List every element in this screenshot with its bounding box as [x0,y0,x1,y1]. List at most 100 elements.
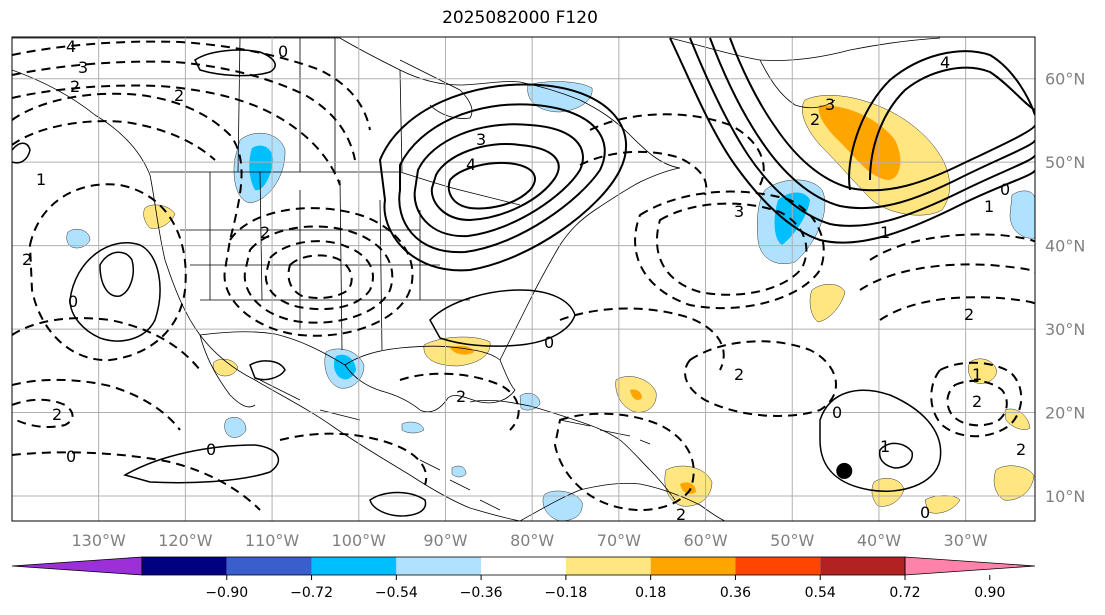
contour-solid [378,83,627,272]
contour-label: 0 [1000,180,1010,199]
map-frame [11,36,1036,522]
contour-dashed [12,451,261,511]
shade-positive [212,358,239,377]
colorbar-segment [226,557,312,575]
contour-label-layer: 4 3 2 0 3 4 3 2 1 0 2 0 0 2 0 0 2 1 2 1 … [22,37,1026,524]
contour-label: 0 [68,292,78,311]
contour-solid [869,66,1035,181]
contour-zero [123,444,280,484]
contour-label: 2 [70,77,80,96]
colorbar [11,556,1036,580]
colorbar-segment [396,557,482,575]
colorbar-tick-label: 0.72 [889,585,920,601]
contour-label: 1 [36,170,46,189]
contour-label: 3 [734,202,744,221]
contour-dashed [12,378,181,431]
lon-tick-label: 130°W [72,531,127,550]
contour-zero [99,251,134,297]
contour-label: 1 [984,197,994,216]
contour-dashed [553,412,695,511]
contour-dashed [579,150,708,196]
contour-label: 3 [78,58,88,77]
colorbar-tick-label: −0.72 [290,585,333,601]
contour-dashed [279,432,428,486]
shade-positive [871,478,905,507]
border-us-canada [150,171,521,206]
shade-positive [993,465,1035,501]
shade-negative [451,465,467,478]
shade-positive-core [450,345,474,355]
shade-positive-core [818,105,901,180]
contour-label: 2 [734,365,744,384]
shade-negative-core [249,145,274,191]
shade-negative [401,421,425,434]
contour-dashed [287,254,353,299]
shade-negative-core [333,354,356,380]
contour-zero [194,49,276,77]
contour-zero [878,442,914,469]
contour-label: 0 [544,333,554,352]
contour-label: 1 [880,437,890,456]
contour-dashed [12,92,243,241]
colorbar-tick-label: 0.54 [805,585,836,601]
lat-tick-label: 40°N [1045,237,1085,256]
lon-tick-label: 50°W [770,531,814,550]
contour-label: 2 [174,86,184,105]
contour-label: 3 [476,130,486,149]
colorbar-segment [735,557,821,575]
lat-tick-label: 20°N [1045,404,1085,423]
contour-dashed [634,190,825,310]
shade-negative [542,490,583,521]
contour-label: 2 [22,250,32,269]
colorbar-segment [481,557,566,575]
border-states-2 [180,229,470,301]
contour-dashed [264,240,374,311]
lon-tick-label: 30°W [944,531,988,550]
contour-solid [848,50,1035,191]
contour-solid [669,37,1035,244]
contour-solid [447,162,536,210]
shade-positive [1004,408,1031,430]
lat-tick-label: 10°N [1045,487,1085,506]
contour-dashed [12,60,356,161]
contour-label: 2 [1016,440,1026,459]
contour-dashed [946,379,1008,427]
lon-tick-labels: 130°W 120°W 110°W 100°W 90°W 80°W 70°W 6… [72,531,988,550]
shade-negative [519,393,541,411]
coastline-islands [559,419,651,445]
coastline-hudson [399,59,473,119]
colorbar-extend-high [904,556,1036,576]
coastline-caribbean [574,419,676,501]
colorbar-segment [820,557,905,575]
colorbar-tick-label: −0.90 [205,585,248,601]
contour-dashed [879,296,1035,321]
contour-label: 2 [52,405,62,424]
contour-dashed [589,113,765,186]
lon-tick-label: 40°W [857,531,901,550]
contour-solid [689,37,1035,227]
contour-label: 2 [676,505,686,524]
lat-tick-label: 30°N [1045,320,1085,339]
lon-tick-label: 80°W [510,531,554,550]
contour-label: 0 [278,42,288,61]
contour-layer [12,37,1035,517]
coastline-layer [12,37,941,521]
colorbar-tick-label: 0.18 [635,585,666,601]
border-mexico [259,379,361,421]
contour-zero [369,491,427,517]
contour-dashed [930,361,1023,438]
border-canada-prov [237,37,403,173]
contour-zero [12,142,31,164]
contour-label: 2 [456,387,466,406]
contour-zero [69,242,161,342]
contour-solid [398,103,606,254]
shade-negative [224,417,247,438]
colorbar-segment [565,557,651,575]
contour-dashed [223,207,414,337]
contour-dashed [655,202,808,296]
location-marker [836,462,853,479]
coastline-southamerica [519,482,726,521]
contour-dashed [869,233,1035,261]
contour-label: 4 [66,37,76,56]
shade-positive-core [680,482,696,494]
